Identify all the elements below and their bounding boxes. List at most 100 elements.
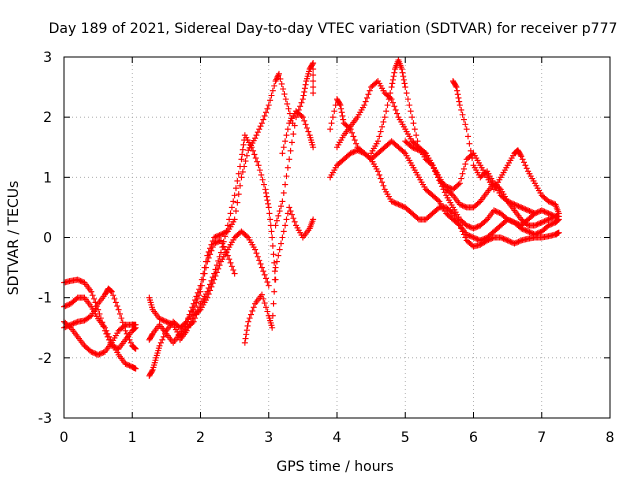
data-point xyxy=(527,208,534,215)
data-point xyxy=(132,365,139,372)
data-point xyxy=(278,203,285,210)
data-point xyxy=(259,176,266,183)
data-point xyxy=(467,224,474,231)
data-point xyxy=(193,293,200,300)
data-point xyxy=(280,86,287,93)
data-point xyxy=(351,137,358,144)
data-point xyxy=(462,161,469,168)
data-point xyxy=(260,116,267,123)
data-point xyxy=(518,204,525,211)
data-point xyxy=(108,288,115,295)
data-point xyxy=(186,311,193,318)
data-point xyxy=(202,258,209,265)
data-point xyxy=(224,222,231,229)
data-point xyxy=(220,238,227,245)
data-point xyxy=(526,229,533,236)
data-point xyxy=(107,287,114,294)
data-point xyxy=(413,132,420,139)
data-point xyxy=(270,251,277,258)
data-point xyxy=(104,330,111,337)
data-point xyxy=(224,252,231,259)
data-point xyxy=(329,114,336,121)
data-point xyxy=(380,118,387,125)
series-arc-04 xyxy=(61,285,139,352)
data-point xyxy=(213,269,220,276)
data-point xyxy=(211,276,218,283)
data-point xyxy=(276,246,283,253)
data-point xyxy=(555,210,562,217)
data-point xyxy=(201,264,208,271)
data-point xyxy=(255,162,262,169)
data-point xyxy=(415,147,422,154)
data-point xyxy=(444,183,451,190)
data-point xyxy=(92,350,99,357)
data-point xyxy=(301,85,308,92)
data-point xyxy=(305,128,312,135)
data-point xyxy=(248,144,255,151)
data-point xyxy=(258,264,265,271)
data-markers xyxy=(61,57,562,379)
data-point xyxy=(96,351,103,358)
data-point xyxy=(478,236,485,243)
data-point xyxy=(275,252,282,259)
data-point xyxy=(504,216,511,223)
data-point xyxy=(545,222,552,229)
data-point xyxy=(516,221,523,228)
series-arc-08 xyxy=(177,228,272,343)
data-point xyxy=(89,292,96,299)
data-point xyxy=(284,126,291,133)
data-point xyxy=(280,189,287,196)
data-point xyxy=(164,319,171,326)
data-point xyxy=(232,185,239,192)
data-point xyxy=(310,72,317,79)
data-point xyxy=(435,205,442,212)
data-point xyxy=(409,144,416,151)
data-point xyxy=(254,129,261,136)
series-arc-13 xyxy=(327,96,562,244)
data-point xyxy=(400,73,407,80)
data-point xyxy=(122,360,129,367)
data-point xyxy=(260,268,267,275)
data-point xyxy=(300,92,307,99)
data-point xyxy=(448,191,455,198)
x-tick-label: 5 xyxy=(401,430,410,446)
data-point xyxy=(222,233,229,240)
data-point xyxy=(264,197,271,204)
data-point xyxy=(336,100,343,107)
data-point xyxy=(244,322,251,329)
data-point xyxy=(299,114,306,121)
data-point xyxy=(167,320,174,327)
data-point xyxy=(507,217,514,224)
data-point xyxy=(495,209,502,216)
data-point xyxy=(269,312,276,319)
data-point xyxy=(555,229,562,236)
data-point xyxy=(261,112,268,119)
data-point xyxy=(125,362,132,369)
data-point xyxy=(391,199,398,206)
data-point xyxy=(271,82,278,89)
data-point xyxy=(279,198,286,205)
data-point xyxy=(73,319,80,326)
data-point xyxy=(112,299,119,306)
data-point xyxy=(215,257,222,264)
data-point xyxy=(544,209,551,216)
series-arc-11 xyxy=(279,108,317,157)
data-point xyxy=(277,75,284,82)
data-point xyxy=(454,87,461,94)
data-point xyxy=(540,208,547,215)
data-point xyxy=(115,306,122,313)
data-point xyxy=(213,233,220,240)
data-point xyxy=(379,123,386,130)
data-point xyxy=(459,170,466,177)
data-point xyxy=(251,151,258,158)
data-point xyxy=(286,156,293,163)
data-point xyxy=(286,204,293,211)
data-point xyxy=(298,99,305,106)
data-point xyxy=(365,91,372,98)
series-arc-10 xyxy=(272,60,317,229)
data-point xyxy=(492,208,499,215)
data-point xyxy=(455,94,462,101)
data-point xyxy=(234,199,241,206)
data-point xyxy=(381,114,388,121)
data-point xyxy=(389,76,396,83)
